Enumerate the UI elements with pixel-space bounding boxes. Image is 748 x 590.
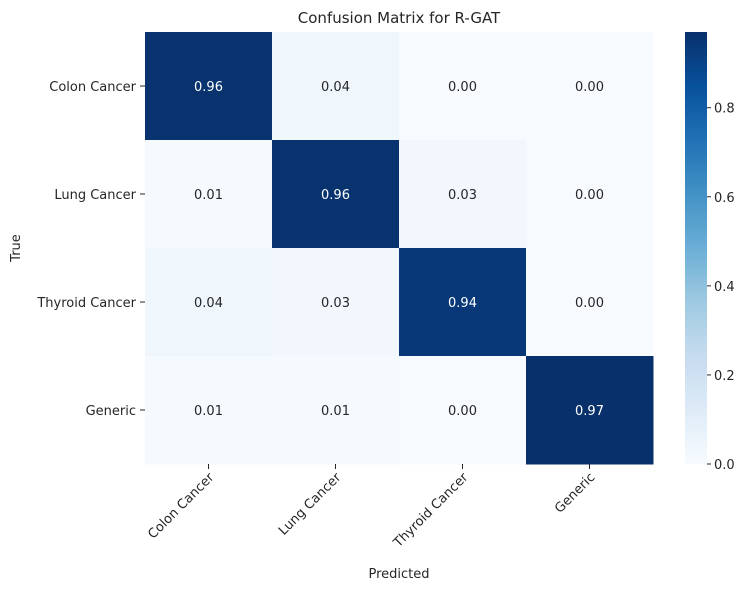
heatmap-cell-0-0 [145,32,273,141]
cell-value-label: 0.04 [194,296,223,311]
x-axis-label: Predicted [368,567,429,582]
cell-value-label: 0.96 [194,80,223,95]
heatmap-cell-3-3 [526,356,654,465]
x-tick-label: Colon Cancer [145,470,217,542]
x-tick-label: Generic [552,470,598,516]
y-tick-label: Generic [86,404,136,419]
heatmap-cell-3-2 [399,356,527,465]
cell-value-label: 0.00 [448,404,477,419]
heatmap-cell-1-3 [526,140,654,249]
colorbar-tick-label: 0.6 [714,191,735,206]
heatmap-cell-0-1 [272,32,400,141]
x-axis-ticks: Colon Cancer Lung Cancer Thyroid Cancer Gen… [145,464,598,551]
heatmap-cell-labels: 0.96 0.04 0.00 0.00 0.01 0.96 0.03 0.00 0.04 0.03… [194,80,604,419]
cell-value-label: 0.01 [194,188,223,203]
cell-value-label: 0.01 [194,404,223,419]
chart-title: Confusion Matrix for R-GAT [298,9,501,27]
heatmap-cell-2-2 [399,248,527,357]
cell-value-label: 0.03 [321,296,350,311]
cell-value-label: 0.03 [448,188,477,203]
y-tick-label: Colon Cancer [49,80,136,95]
cell-value-label: 0.00 [448,80,477,95]
heatmap-cell-0-2 [399,32,527,141]
x-tick-label: Lung Cancer [276,470,345,539]
y-axis-label: True [9,234,24,263]
colorbar-tick-label: 0.4 [714,280,735,295]
y-tick-label: Lung Cancer [54,188,136,203]
cell-value-label: 0.00 [575,80,604,95]
cell-value-label: 0.00 [575,188,604,203]
heatmap-cell-2-1 [272,248,400,357]
cell-value-label: 0.00 [575,296,604,311]
colorbar: 0.0 0.2 0.4 0.6 0.8 [685,32,735,473]
heatmap-cell-3-1 [272,356,400,465]
heatmap-cell-0-3 [526,32,654,141]
heatmap-cell-2-0 [145,248,273,357]
cell-value-label: 0.96 [321,188,350,203]
cell-value-label: 0.04 [321,80,350,95]
heatmap-cell-1-2 [399,140,527,249]
cell-value-label: 0.97 [575,404,604,419]
colorbar-tick-label: 0.0 [714,458,735,473]
cell-value-label: 0.01 [321,404,350,419]
heatmap-cells [145,32,654,465]
colorbar-gradient [685,32,707,464]
x-tick-label: Thyroid Cancer [390,470,472,552]
colorbar-tick-label: 0.2 [714,369,735,384]
heatmap-cell-1-0 [145,140,273,249]
y-axis-ticks: Colon Cancer Lung Cancer Thyroid Cancer Gen… [36,80,145,419]
heatmap-cell-1-1 [272,140,400,249]
heatmap-cell-3-0 [145,356,273,465]
colorbar-tick-label: 0.8 [714,102,735,117]
y-tick-label: Thyroid Cancer [36,296,136,311]
heatmap-cell-2-3 [526,248,654,357]
cell-value-label: 0.94 [448,296,477,311]
